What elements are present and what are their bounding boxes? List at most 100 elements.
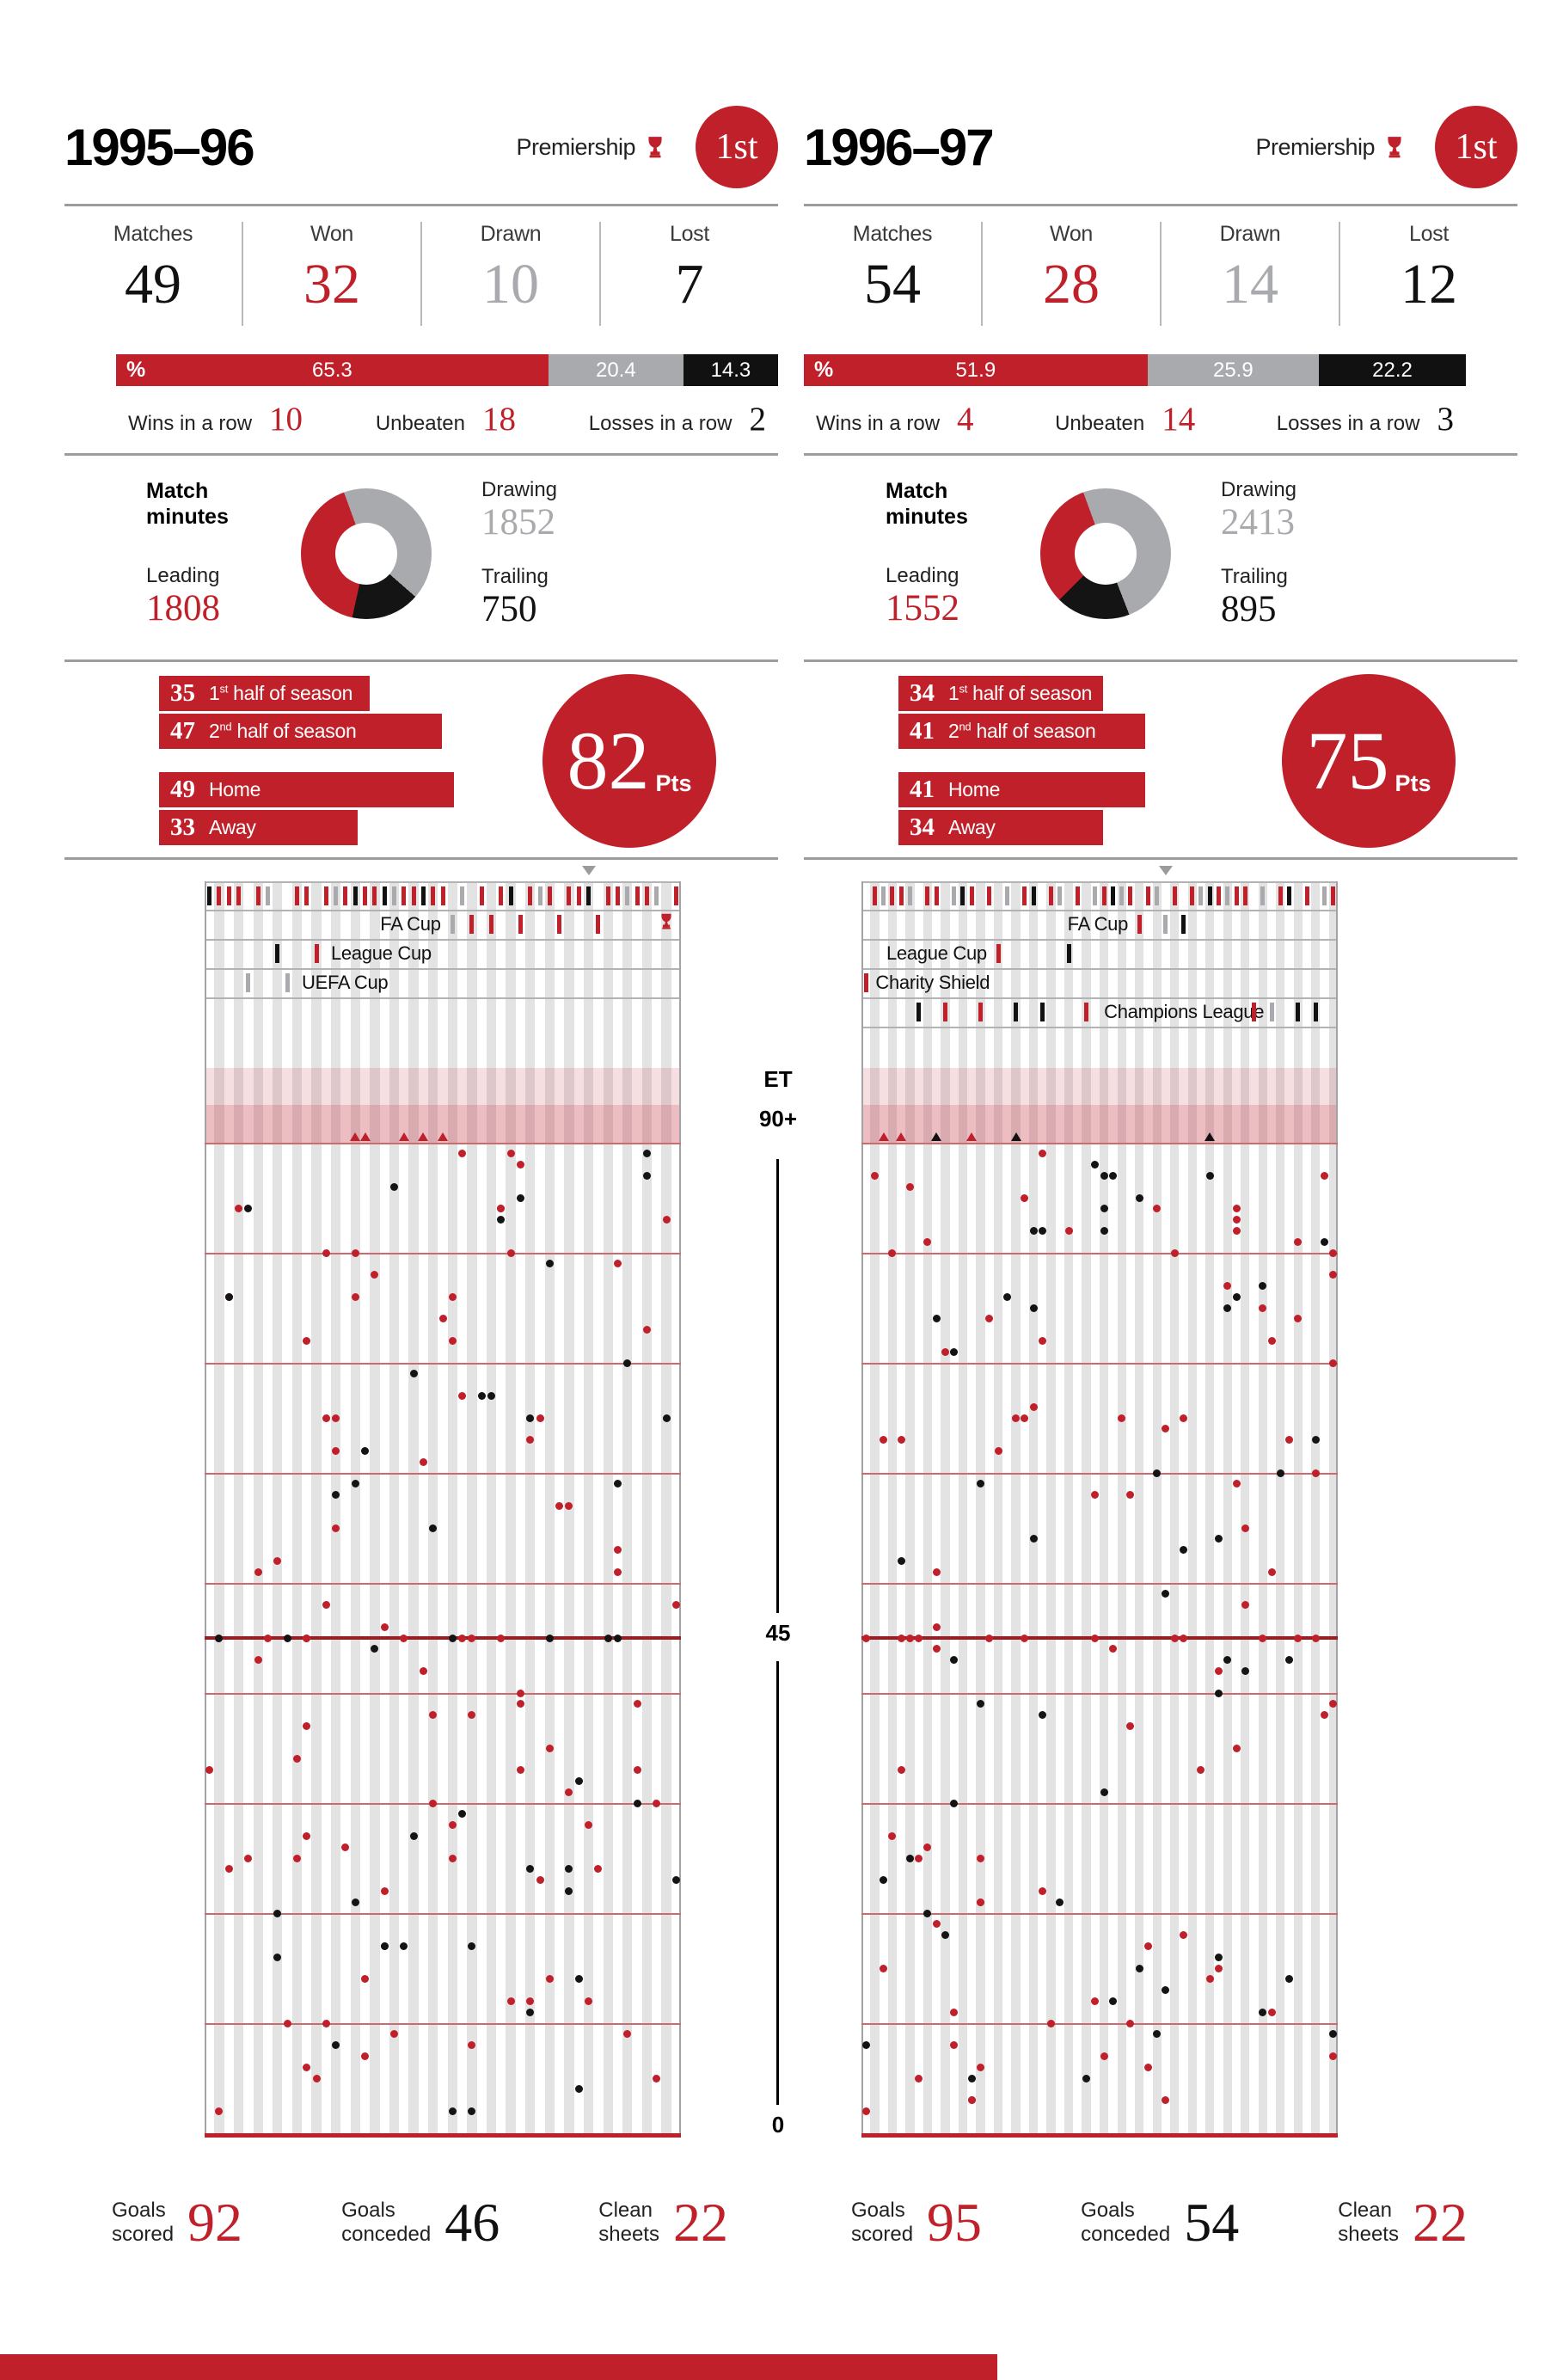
match-stripe — [291, 881, 303, 2133]
chart-border-right — [679, 881, 681, 2133]
league-result-tick — [1207, 886, 1212, 905]
result-percentage-bar: % 65.3 20.4 14.3 — [116, 354, 778, 386]
streaks-row: Wins in a row 10 Unbeaten 18 Losses in a row… — [116, 386, 778, 439]
match-stripe — [1064, 881, 1074, 2133]
record-value: 12 — [1401, 253, 1457, 316]
league-result-tick — [890, 886, 895, 905]
goal-conceded-dot — [409, 1370, 418, 1378]
goal-scored-dot — [614, 1546, 622, 1555]
goal-scored-dot — [1329, 2052, 1338, 2060]
match-stripe — [905, 881, 915, 2133]
split-bar-value: 34 — [910, 813, 935, 841]
match-stripe — [506, 881, 516, 2133]
goal-scored-dot — [915, 2074, 923, 2082]
goal-scored-dot — [283, 2019, 291, 2027]
minute-gridline — [861, 1693, 1338, 1695]
match-stripe — [253, 881, 263, 2133]
goal-scored-dot — [361, 2052, 370, 2060]
league-result-tick — [1031, 886, 1036, 905]
record-value: 49 — [125, 253, 181, 316]
league-result-tick — [1128, 886, 1133, 905]
cup-result-tick — [1137, 915, 1142, 934]
record-section: Matches 54 Won 28 Drawn 14 Lost 12 % 51.9 25.9 22.… — [804, 206, 1517, 456]
streak-label: Unbeaten — [375, 412, 465, 435]
goal-conceded-dot — [604, 1634, 612, 1642]
minute-axis-line-upper — [776, 1159, 779, 1613]
goal-conceded-dot — [1082, 2074, 1091, 2082]
league-result-tick — [872, 886, 877, 905]
goal-scored-dot — [468, 1634, 476, 1642]
goal-scored-dot — [932, 1567, 941, 1576]
match-stripe — [1258, 881, 1267, 2133]
goal-scored-dot — [419, 1457, 427, 1466]
goal-scored-dot — [950, 2041, 959, 2050]
goal-scored-dot — [1321, 1171, 1329, 1180]
goal-scored-dot — [870, 1171, 879, 1180]
goal-90plus-marker — [1010, 1132, 1021, 1141]
leading-label: Leading — [146, 564, 220, 587]
split-bar-label: 1st half of season — [209, 682, 353, 704]
goal-scored-dot — [1126, 1721, 1135, 1730]
goal-conceded-dot — [215, 1634, 224, 1642]
match-stripe — [1117, 881, 1126, 2133]
league-result-tick — [969, 886, 974, 905]
goal-scored-dot — [545, 1744, 554, 1752]
league-result-tick — [1093, 886, 1098, 905]
goal-scored-dot — [303, 1721, 311, 1730]
goal-scored-dot — [888, 1831, 897, 1840]
goal-scored-dot — [642, 1326, 651, 1334]
match-stripe — [1223, 881, 1232, 2133]
goal-scored-dot — [585, 1821, 593, 1830]
goal-conceded-dot — [545, 1260, 554, 1268]
totals-row: Goals scored 95 Goals conceded 54 Clean sheets 2… — [804, 2175, 1517, 2250]
cup-result-tick — [1313, 1003, 1318, 1021]
split-bar: 49 Home — [159, 772, 454, 807]
totals-section: Goals scored 92 Goals conceded 46 Clean sheets 2… — [64, 2175, 778, 2287]
total-label: Goals scored — [112, 2199, 175, 2246]
goal-conceded-dot — [1038, 1226, 1046, 1235]
goal-90plus-marker — [438, 1132, 448, 1141]
goal-scored-dot — [1329, 1248, 1338, 1257]
match-stripe — [870, 881, 880, 2133]
goal-scored-dot — [653, 1799, 661, 1807]
goal-scored-dot — [1215, 1964, 1223, 1972]
league-result-tick — [1057, 886, 1063, 905]
streak-value: 10 — [269, 401, 303, 438]
cup-result-tick — [1039, 1003, 1045, 1021]
league-result-tick — [644, 886, 649, 905]
goal-scored-dot — [526, 1997, 535, 2005]
goal-conceded-dot — [1100, 1226, 1108, 1235]
result-percentage-bar: % 51.9 25.9 22.2 — [804, 354, 1466, 386]
goal-scored-dot — [419, 1666, 427, 1675]
goal-scored-dot — [1038, 1150, 1046, 1158]
competition-row-label-fa: FA Cup — [380, 913, 441, 935]
percentage-segment-draw: 25.9 — [1147, 354, 1320, 386]
goal-conceded-dot — [361, 1446, 370, 1455]
half-time-line — [861, 1636, 1338, 1640]
goal-scored-dot — [497, 1634, 506, 1642]
league-result-tick — [1278, 886, 1283, 905]
goal-scored-dot — [516, 1161, 524, 1169]
goal-timeline-chart: FA Cup League Cup Charity Shield Champions … — [861, 866, 1338, 2138]
goal-scored-dot — [458, 1150, 467, 1158]
competition-label: Premiership — [516, 134, 665, 161]
goal-scored-dot — [322, 1414, 330, 1422]
record-label: Matches — [113, 222, 193, 246]
goal-conceded-dot — [905, 1854, 914, 1862]
goal-conceded-dot — [1232, 1292, 1241, 1301]
goal-scored-dot — [1118, 1414, 1126, 1422]
goal-scored-dot — [1232, 1216, 1241, 1224]
season-header: 1995–96 Premiership 1st — [64, 0, 778, 206]
half-time-line — [205, 1636, 681, 1640]
goal-conceded-dot — [967, 2074, 976, 2082]
goal-scored-dot — [205, 1766, 214, 1775]
minute-axis-line-lower — [776, 1661, 779, 2105]
league-result-tick — [334, 886, 339, 905]
minute-gridline — [861, 1473, 1338, 1475]
streaks-row: Wins in a row 4 Unbeaten 14 Losses in a row 3 — [804, 386, 1466, 439]
goal-scored-dot — [1153, 1205, 1162, 1213]
league-result-tick — [586, 886, 592, 905]
goal-scored-dot — [1259, 1634, 1267, 1642]
goal-scored-dot — [1038, 1336, 1046, 1345]
goal-scored-dot — [536, 1414, 544, 1422]
